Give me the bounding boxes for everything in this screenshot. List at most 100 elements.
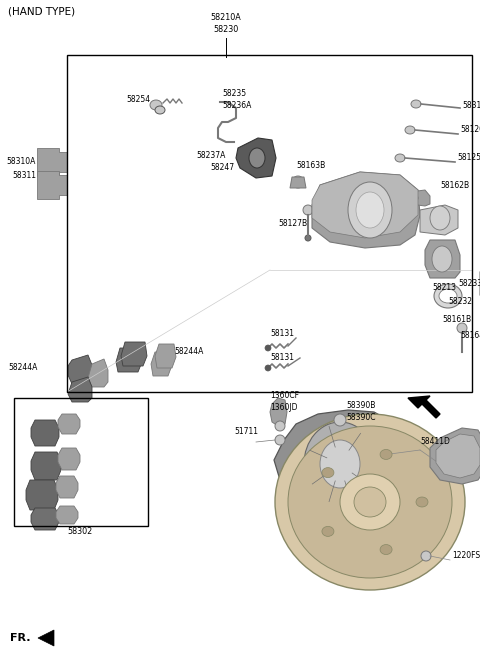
Ellipse shape	[304, 422, 376, 506]
Ellipse shape	[408, 194, 418, 202]
Text: 58244A: 58244A	[174, 348, 204, 357]
Ellipse shape	[334, 414, 346, 426]
Polygon shape	[155, 344, 176, 368]
Ellipse shape	[356, 192, 384, 228]
Polygon shape	[312, 172, 420, 248]
Ellipse shape	[380, 545, 392, 555]
Ellipse shape	[305, 235, 311, 241]
Text: 58120: 58120	[460, 125, 480, 135]
Polygon shape	[37, 148, 67, 176]
Ellipse shape	[288, 426, 452, 578]
Polygon shape	[31, 420, 59, 446]
Polygon shape	[436, 434, 480, 478]
Polygon shape	[58, 448, 80, 470]
Text: 58390C: 58390C	[346, 413, 375, 422]
Ellipse shape	[322, 468, 334, 478]
Text: 51711: 51711	[234, 428, 258, 436]
Polygon shape	[270, 398, 287, 426]
Text: 58163B: 58163B	[296, 160, 325, 170]
Ellipse shape	[416, 497, 428, 507]
Text: 58310A: 58310A	[6, 158, 36, 166]
Text: 58244A: 58244A	[8, 363, 37, 373]
Ellipse shape	[303, 205, 313, 215]
Polygon shape	[31, 508, 59, 530]
Ellipse shape	[275, 435, 285, 445]
Polygon shape	[236, 138, 276, 178]
Ellipse shape	[150, 100, 162, 110]
Ellipse shape	[155, 106, 165, 114]
Ellipse shape	[340, 474, 400, 530]
Text: (HAND TYPE): (HAND TYPE)	[8, 7, 75, 17]
Ellipse shape	[265, 365, 271, 371]
Text: 58411D: 58411D	[420, 438, 450, 447]
Text: 58233: 58233	[458, 279, 480, 288]
Polygon shape	[38, 630, 54, 646]
Ellipse shape	[432, 246, 452, 272]
Text: 58125: 58125	[457, 152, 480, 162]
Polygon shape	[425, 240, 460, 278]
Text: 58161B: 58161B	[442, 315, 471, 325]
Polygon shape	[410, 190, 430, 206]
Polygon shape	[430, 428, 480, 484]
Ellipse shape	[421, 551, 431, 561]
Ellipse shape	[292, 176, 304, 188]
Text: 58232: 58232	[448, 298, 472, 307]
Polygon shape	[68, 377, 92, 402]
Ellipse shape	[430, 206, 450, 230]
Polygon shape	[37, 171, 67, 199]
Text: 1360JD: 1360JD	[270, 403, 298, 413]
Ellipse shape	[265, 345, 271, 351]
Polygon shape	[312, 172, 418, 238]
Ellipse shape	[434, 284, 462, 308]
Text: 58162B: 58162B	[440, 181, 469, 191]
Ellipse shape	[380, 449, 392, 459]
Text: 58213: 58213	[432, 284, 456, 292]
Text: 58247: 58247	[210, 164, 234, 173]
Text: 58254: 58254	[126, 95, 150, 104]
Text: 58314: 58314	[462, 101, 480, 110]
Ellipse shape	[275, 414, 465, 590]
Text: 58236A: 58236A	[222, 101, 252, 110]
Ellipse shape	[457, 323, 467, 333]
Ellipse shape	[405, 126, 415, 134]
Text: 58131: 58131	[270, 330, 294, 338]
Polygon shape	[420, 205, 458, 235]
Bar	[67, 55, 472, 392]
Polygon shape	[274, 410, 404, 510]
Text: 58311: 58311	[12, 171, 36, 179]
Polygon shape	[58, 414, 80, 434]
Polygon shape	[26, 480, 58, 510]
Polygon shape	[88, 359, 108, 387]
Text: 58127B: 58127B	[278, 219, 307, 229]
Polygon shape	[290, 177, 306, 188]
Ellipse shape	[439, 289, 457, 303]
Ellipse shape	[320, 440, 360, 488]
Text: 1220FS: 1220FS	[452, 551, 480, 560]
Polygon shape	[151, 352, 172, 376]
Text: FR.: FR.	[10, 633, 31, 643]
Text: 1360CF: 1360CF	[270, 392, 299, 401]
Text: 58131: 58131	[270, 353, 294, 361]
Text: 58210A: 58210A	[211, 14, 241, 22]
Polygon shape	[68, 355, 92, 384]
Text: 58230: 58230	[214, 26, 239, 35]
Ellipse shape	[395, 154, 405, 162]
Polygon shape	[56, 506, 78, 524]
Ellipse shape	[249, 148, 265, 168]
Bar	[14, 398, 148, 526]
Ellipse shape	[348, 182, 392, 238]
Text: 58302: 58302	[67, 528, 93, 537]
Text: 58237A: 58237A	[196, 150, 226, 160]
Ellipse shape	[354, 487, 386, 517]
Text: 58235: 58235	[222, 89, 246, 99]
Ellipse shape	[275, 421, 285, 431]
Text: 58390B: 58390B	[346, 401, 375, 411]
Polygon shape	[56, 476, 78, 498]
Polygon shape	[121, 342, 147, 366]
Polygon shape	[408, 396, 440, 418]
Ellipse shape	[322, 526, 334, 536]
Ellipse shape	[411, 100, 421, 108]
Text: 58164E: 58164E	[460, 332, 480, 340]
Polygon shape	[116, 348, 142, 372]
Polygon shape	[31, 452, 61, 480]
